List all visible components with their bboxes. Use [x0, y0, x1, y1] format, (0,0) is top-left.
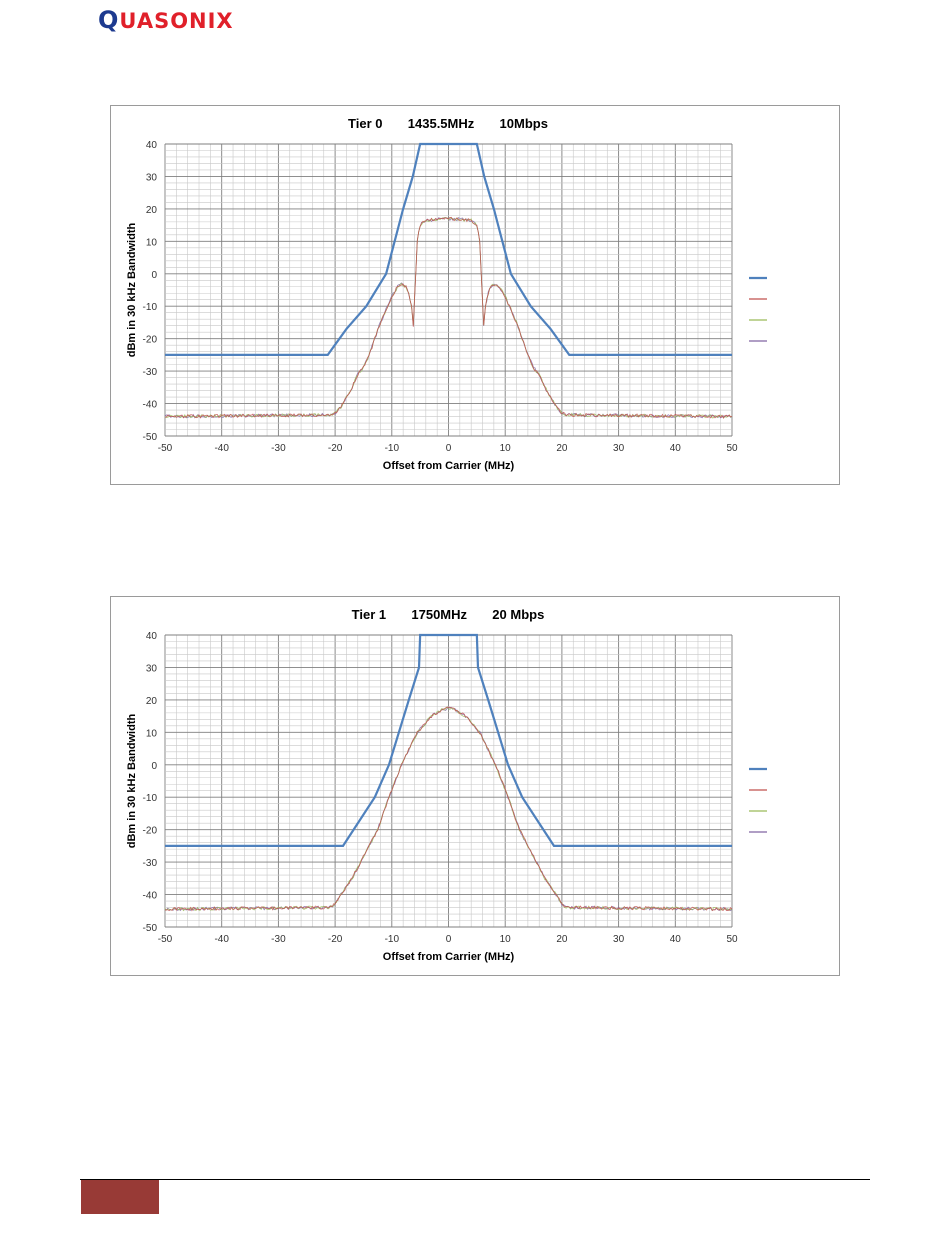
x-axis-label: Offset from Carrier (MHz) — [383, 460, 515, 472]
y-tick-label: -50 — [143, 923, 158, 934]
x-tick-label: 0 — [446, 934, 452, 945]
tier0-spectrum-chart: Tier 0 1435.5MHz 10Mbps -50 -40 -30 -20 -10 0 1… — [110, 105, 840, 485]
x-tick-label: 30 — [613, 934, 625, 945]
y-tick-label: 10 — [146, 728, 158, 739]
y-tick-label: -10 — [143, 793, 158, 804]
x-axis-label: Offset from Carrier (MHz) — [383, 951, 515, 963]
x-tick-label: 20 — [556, 443, 568, 454]
x-tick-label: -10 — [385, 934, 400, 945]
chart-title: Tier 0 1435.5MHz 10Mbps — [348, 116, 548, 131]
y-tick-label: 10 — [146, 237, 158, 248]
x-tick-label: 10 — [500, 443, 512, 454]
y-tick-label: 30 — [146, 663, 158, 674]
x-tick-label: -30 — [271, 443, 286, 454]
x-tick-label: 50 — [726, 934, 738, 945]
y-tick-label: 30 — [146, 172, 158, 183]
y-tick-label: -10 — [143, 302, 158, 313]
x-tick-label: -40 — [214, 443, 229, 454]
x-tick-label: -30 — [271, 934, 286, 945]
x-tick-label: -50 — [158, 443, 173, 454]
y-tick-label: -40 — [143, 891, 158, 902]
x-tick-label: 40 — [670, 934, 682, 945]
y-tick-label: 40 — [146, 140, 158, 151]
quasonix-logo: QUASONIX — [98, 6, 234, 34]
x-tick-label: 0 — [446, 443, 452, 454]
y-tick-label: -30 — [143, 858, 158, 869]
y-tick-label: 20 — [146, 205, 158, 216]
x-tick-label: 30 — [613, 443, 625, 454]
x-tick-label: -20 — [328, 934, 343, 945]
x-tick-label: 20 — [556, 934, 568, 945]
y-axis-label: dBm in 30 kHz Bandwidth — [126, 713, 138, 848]
x-tick-label: -40 — [214, 934, 229, 945]
x-tick-label: 10 — [500, 934, 512, 945]
x-tick-label: 50 — [726, 443, 738, 454]
x-tick-label: -10 — [385, 443, 400, 454]
x-tick-label: -50 — [158, 934, 173, 945]
y-tick-label: 40 — [146, 631, 158, 642]
footer-rule — [80, 1179, 870, 1180]
y-tick-label: -20 — [143, 826, 158, 837]
x-tick-label: 40 — [670, 443, 682, 454]
tier1-spectrum-chart: Tier 1 1750MHz 20 Mbps -50 -40 -30 -20 -10 0 10… — [110, 596, 840, 976]
chart-title: Tier 1 1750MHz 20 Mbps — [352, 607, 545, 622]
y-tick-label: -40 — [143, 400, 158, 411]
chart-svg: Tier 1 1750MHz 20 Mbps -50 -40 -30 -20 -10 0 10… — [111, 597, 841, 977]
y-tick-label: -50 — [143, 432, 158, 443]
y-tick-label: 20 — [146, 696, 158, 707]
y-axis-label: dBm in 30 kHz Bandwidth — [126, 222, 138, 357]
x-tick-label: -20 — [328, 443, 343, 454]
y-tick-label: 0 — [151, 270, 157, 281]
y-tick-label: -20 — [143, 335, 158, 346]
footer-page-block — [81, 1180, 159, 1214]
chart-svg: Tier 0 1435.5MHz 10Mbps -50 -40 -30 -20 -10 0 1… — [111, 106, 841, 486]
y-tick-label: 0 — [151, 761, 157, 772]
y-tick-label: -30 — [143, 367, 158, 378]
